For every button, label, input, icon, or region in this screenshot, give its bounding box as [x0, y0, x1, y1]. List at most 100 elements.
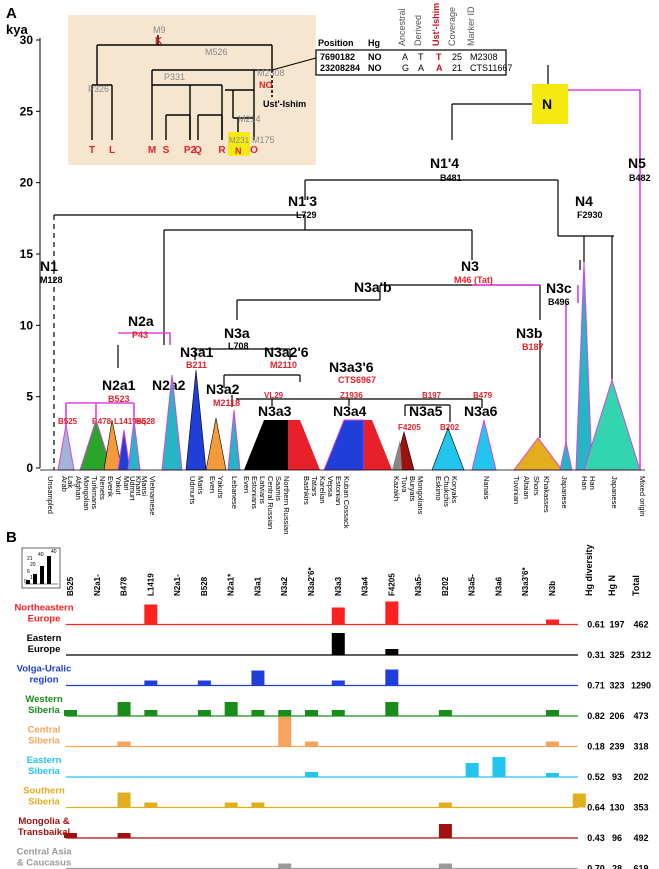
hg-diversity-value: 0.61: [587, 620, 605, 630]
population-label: Latvians: [258, 476, 267, 504]
stat-header-n: Hg N: [607, 575, 617, 596]
frequency-bar: [465, 763, 479, 777]
inset-leaf-label: P2: [184, 145, 197, 156]
frequency-bar: [251, 710, 265, 716]
region-label: Siberia: [28, 736, 60, 747]
inset-node-k: K: [155, 36, 163, 47]
y-tick-label: 20: [20, 176, 34, 190]
hg-n-value: 206: [609, 711, 624, 721]
frequency-bar: [546, 773, 559, 777]
frequency-bar: [331, 633, 345, 655]
leaf-triangles: [57, 261, 641, 471]
frequency-bar: [546, 741, 559, 747]
marker-b479: B479: [473, 391, 493, 400]
marker-b525: B525: [58, 417, 78, 426]
marker-m46: M46: [454, 275, 472, 285]
legend-tick-20: 20: [30, 562, 36, 568]
column-header: N3a2: [280, 576, 289, 596]
frequency-bar: [278, 863, 292, 869]
marker-f2930: F2930: [577, 210, 603, 220]
marker-b202: B202: [440, 423, 460, 432]
hg-n-value: 93: [612, 772, 622, 782]
hg-diversity-value: 0.52: [587, 772, 605, 782]
marker-vl29: VL29: [264, 391, 284, 400]
population-label: Maris: [196, 476, 205, 495]
population-label: Japanese: [560, 476, 569, 509]
node-n3a1: N3a1: [180, 344, 214, 360]
node-n3c: N3c: [546, 280, 572, 296]
node-n4: N4: [575, 193, 593, 209]
node-n3a26: N3a2'6: [264, 344, 309, 360]
region-label: Transbaikal: [18, 827, 70, 838]
population-label: Eskimo: [434, 476, 443, 501]
total-value: 462: [633, 620, 648, 630]
node-n3a4: N3a4: [333, 403, 367, 419]
total-value: 1290: [631, 681, 651, 691]
leaf-b525: [57, 424, 75, 471]
region-label: Southern: [23, 786, 65, 797]
marker-m128: M128: [40, 275, 63, 285]
inset-node-m2308: M2308: [257, 68, 285, 78]
marker-b528: B528: [136, 417, 156, 426]
frequency-bar: [197, 710, 211, 716]
region-label: Europe: [28, 614, 61, 625]
column-header: N3a1: [253, 576, 262, 596]
node-n3ab: N3a'b: [354, 279, 392, 295]
legend-tick-6: 6: [27, 569, 30, 575]
column-header: B525: [66, 576, 75, 596]
region-label: Volga-Uralic: [17, 664, 72, 675]
frequency-bar: [331, 680, 345, 686]
frequency-bar: [385, 702, 399, 716]
node-n3a5: N3a5: [409, 403, 443, 419]
stat-header-diversity: Hg diversity: [584, 544, 594, 596]
inset-leaf-label: L: [109, 145, 115, 156]
inset-node-m214: M214: [238, 114, 261, 124]
frequency-bar: [224, 802, 238, 808]
leaf-b528: [127, 419, 141, 471]
hg-diversity-value: 0.70: [587, 864, 605, 869]
population-label: Han: [580, 476, 589, 490]
hg-diversity-value: 0.82: [587, 711, 605, 721]
inset-leaf-label: T: [89, 145, 95, 156]
marker-b197: B197: [422, 391, 442, 400]
population-label: Koryaks: [450, 476, 459, 503]
population-label: Central Russian: [266, 476, 275, 529]
node-n3a: N3a: [224, 325, 250, 341]
frequency-bar: [144, 604, 158, 625]
region-label: Europe: [28, 644, 61, 655]
population-label: Khant: [134, 476, 143, 497]
total-value: 492: [633, 833, 648, 843]
node-n13: N1'3: [288, 193, 317, 209]
hg-diversity-value: 0.71: [587, 681, 605, 691]
frequency-bar: [305, 741, 318, 747]
node-n2a2: N2a2: [152, 377, 186, 393]
total-value: 202: [633, 772, 648, 782]
y-axis-unit: kya: [6, 22, 28, 37]
frequency-bar: [385, 601, 399, 625]
column-header: N3a3'6*: [521, 567, 530, 596]
marker-b523: B523: [108, 394, 130, 404]
node-n3a6: N3a6: [464, 403, 498, 419]
population-label: Yakuts: [216, 476, 225, 499]
frequency-bar: [224, 702, 238, 716]
region-label: Mongolia &: [18, 816, 69, 827]
legend-tick-1: 1: [30, 575, 33, 581]
column-header: B478: [120, 576, 129, 596]
y-tick-label: 10: [20, 318, 34, 332]
frequency-bar: [546, 619, 559, 625]
total-value: 619: [633, 864, 648, 869]
marker-b482: B482: [629, 173, 651, 183]
panel-a-label: A: [6, 5, 17, 22]
frequency-bar: [492, 757, 506, 777]
inset-background: [68, 15, 316, 165]
frequency-bar: [197, 680, 211, 686]
frequency-bar: [117, 702, 131, 716]
hg-n-value: 96: [612, 833, 622, 843]
node-n3a2: N3a2: [206, 381, 240, 397]
population-label: Mixed origin: [638, 476, 647, 516]
marker-p43: P43: [132, 330, 148, 340]
leaf-n3a4-red: [364, 420, 392, 470]
frequency-bar: [305, 710, 318, 716]
population-label: Buryats: [408, 476, 417, 502]
